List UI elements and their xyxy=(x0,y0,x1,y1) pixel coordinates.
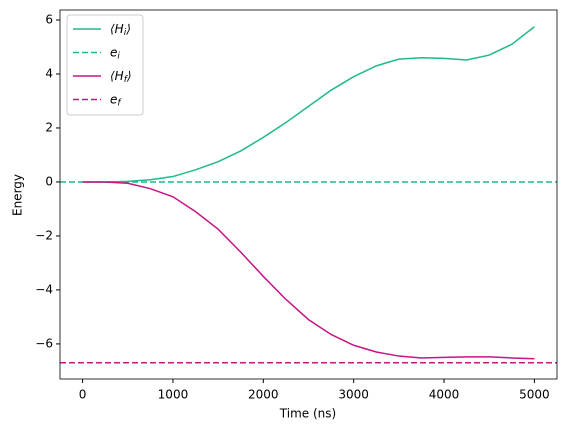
axes-frame xyxy=(59,9,558,380)
legend-box xyxy=(66,14,144,116)
x-tick-label: 4000 xyxy=(429,388,460,402)
y-tick-label: 6 xyxy=(45,12,53,26)
x-tick-label: 0 xyxy=(79,388,87,402)
line-series xyxy=(82,26,535,183)
legend-label: ef xyxy=(110,92,122,108)
legend-label: ⟨Hi⟩ xyxy=(110,22,131,38)
legend-label: ⟨Hf⟩ xyxy=(110,69,132,85)
y-tick-label: 0 xyxy=(45,174,53,188)
legend-label: ei xyxy=(110,45,120,61)
x-tick-label: 1000 xyxy=(158,388,189,402)
y-axis-label: Energy xyxy=(11,174,25,216)
x-tick-label: 3000 xyxy=(338,388,369,402)
y-tick-label: −2 xyxy=(35,228,53,242)
x-axis-label: Time (ns) xyxy=(279,407,336,421)
x-tick-label: 5000 xyxy=(519,388,550,402)
y-tick-label: −6 xyxy=(35,336,53,350)
y-tick-label: 4 xyxy=(45,66,53,80)
y-tick-label: 2 xyxy=(45,120,53,134)
plot xyxy=(60,26,557,364)
y-tick-label: −4 xyxy=(35,282,53,296)
x-tick-label: 2000 xyxy=(248,388,279,402)
line-series xyxy=(82,181,535,360)
